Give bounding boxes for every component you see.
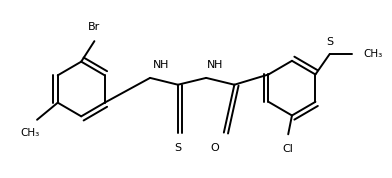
Text: CH₃: CH₃ [20, 128, 39, 138]
Text: Br: Br [88, 22, 100, 32]
Text: S: S [326, 37, 333, 47]
Text: N: N [153, 60, 161, 70]
Text: CH₃: CH₃ [364, 49, 383, 59]
Text: H: H [214, 60, 222, 70]
Text: N: N [207, 60, 216, 70]
Text: H: H [160, 60, 168, 70]
Text: S: S [174, 143, 181, 153]
Text: Cl: Cl [283, 144, 294, 154]
Text: O: O [210, 143, 219, 153]
